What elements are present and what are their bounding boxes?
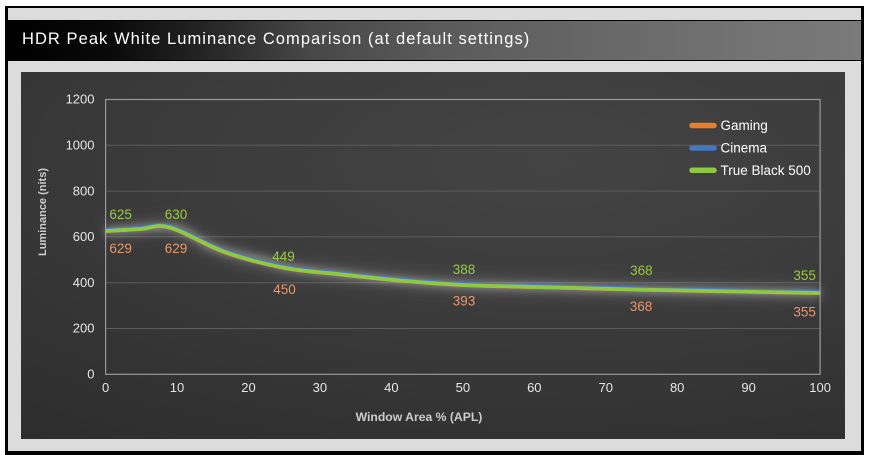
svg-text:100: 100 bbox=[809, 380, 831, 395]
svg-text:393: 393 bbox=[453, 294, 476, 309]
svg-text:1200: 1200 bbox=[66, 92, 95, 107]
svg-text:60: 60 bbox=[527, 380, 541, 395]
svg-text:600: 600 bbox=[73, 229, 95, 244]
svg-text:449: 449 bbox=[272, 249, 295, 264]
svg-text:30: 30 bbox=[313, 380, 327, 395]
svg-text:200: 200 bbox=[73, 321, 95, 336]
svg-text:Gaming: Gaming bbox=[721, 118, 768, 133]
svg-text:40: 40 bbox=[384, 380, 398, 395]
svg-text:368: 368 bbox=[630, 263, 653, 278]
svg-text:355: 355 bbox=[793, 268, 816, 283]
svg-text:800: 800 bbox=[73, 183, 95, 198]
svg-text:Luminance (nits): Luminance (nits) bbox=[37, 168, 49, 256]
svg-text:450: 450 bbox=[273, 282, 296, 297]
svg-text:0: 0 bbox=[87, 367, 94, 382]
svg-text:1000: 1000 bbox=[66, 138, 95, 153]
svg-text:630: 630 bbox=[165, 207, 188, 222]
svg-text:90: 90 bbox=[741, 380, 755, 395]
svg-text:629: 629 bbox=[109, 241, 132, 256]
svg-text:368: 368 bbox=[630, 299, 653, 314]
svg-text:Cinema: Cinema bbox=[721, 141, 768, 156]
svg-text:50: 50 bbox=[456, 380, 470, 395]
svg-text:80: 80 bbox=[670, 380, 684, 395]
svg-text:388: 388 bbox=[453, 262, 476, 277]
svg-text:0: 0 bbox=[102, 380, 109, 395]
svg-text:625: 625 bbox=[109, 207, 132, 222]
svg-text:355: 355 bbox=[793, 305, 816, 320]
svg-text:70: 70 bbox=[599, 380, 613, 395]
svg-text:629: 629 bbox=[165, 241, 188, 256]
svg-text:400: 400 bbox=[73, 275, 95, 290]
svg-text:10: 10 bbox=[170, 380, 184, 395]
svg-text:20: 20 bbox=[241, 380, 255, 395]
svg-text:Window Area % (APL): Window Area % (APL) bbox=[356, 410, 483, 424]
svg-text:True Black 500: True Black 500 bbox=[721, 163, 811, 178]
